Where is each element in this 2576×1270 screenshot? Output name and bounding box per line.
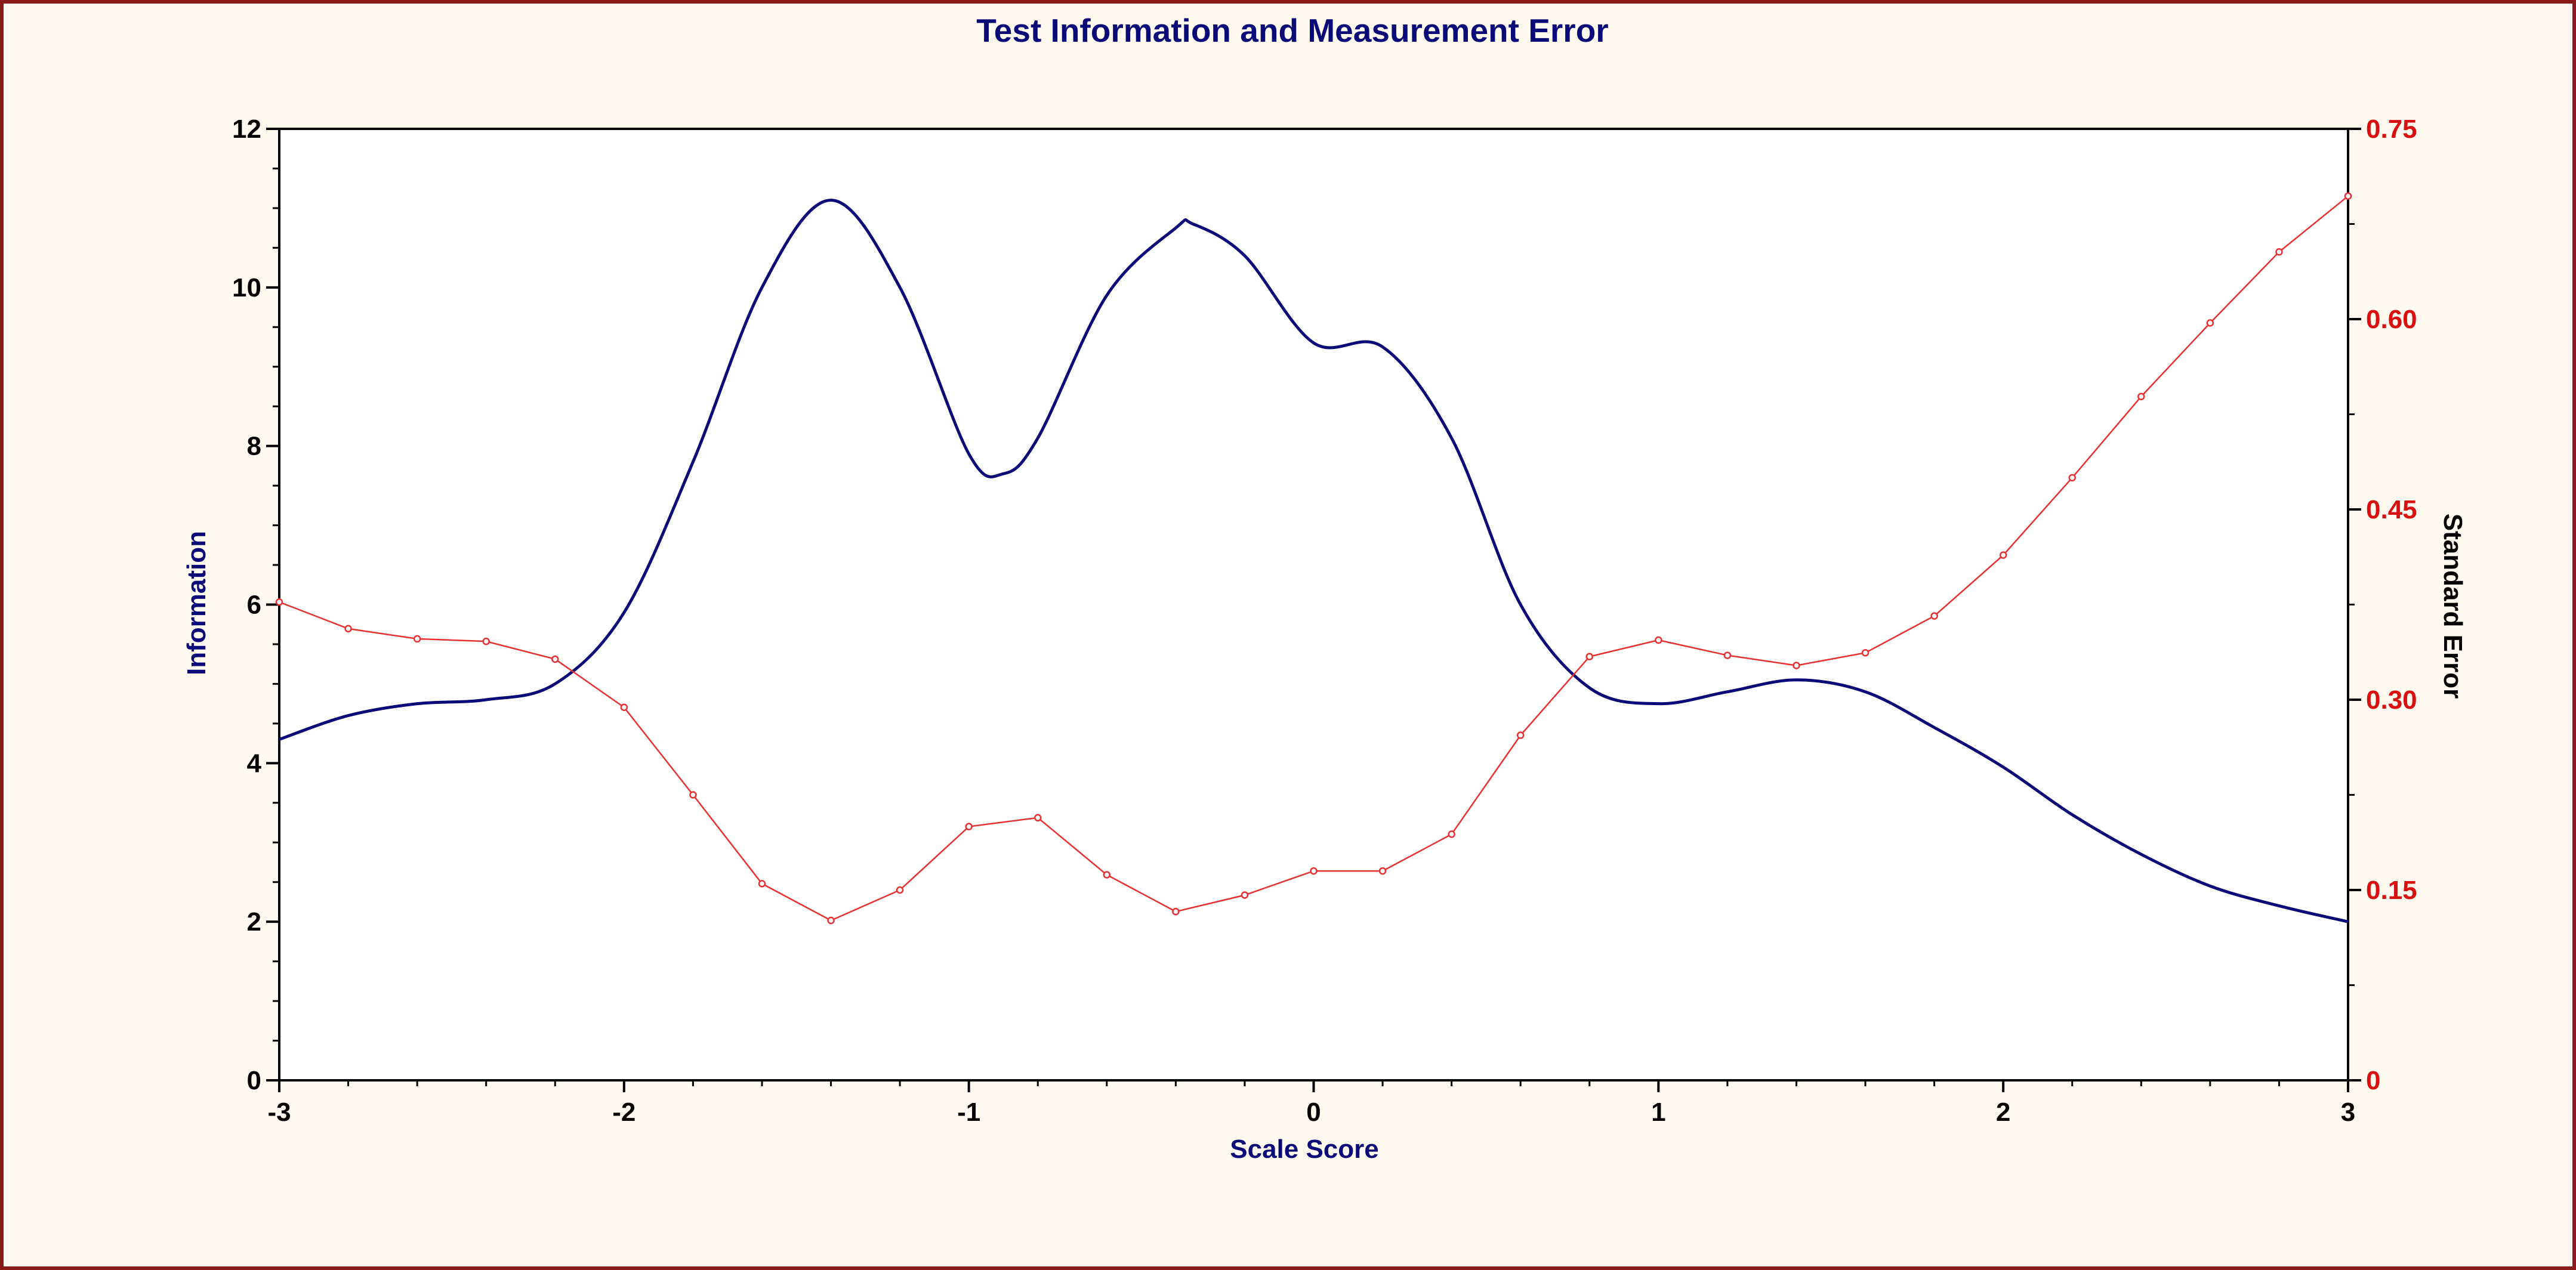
x-axis-label: Scale Score: [1230, 1135, 1379, 1164]
standard-error-point: [1655, 636, 1662, 644]
standard-error-point: [620, 703, 628, 712]
standard-error-point: [1034, 814, 1042, 822]
y-axis-left-label: Information: [182, 531, 211, 675]
y-right-tick-label: 0.15: [2366, 876, 2417, 905]
standard-error-point: [1585, 653, 1594, 660]
standard-error-point: [2068, 474, 2076, 482]
y-right-tick-label: 0.30: [2366, 685, 2417, 715]
x-tick-label: -2: [612, 1098, 635, 1127]
y-right-tick-label: 0.75: [2366, 115, 2417, 144]
y-axis-right-label: Standard Error: [2438, 514, 2467, 699]
y-left-tick-label: 6: [247, 591, 261, 620]
standard-error-point: [2206, 319, 2214, 327]
standard-error-point: [896, 886, 904, 894]
standard-error-point: [551, 655, 559, 663]
standard-error-point: [1793, 662, 1800, 669]
y-right-tick-label: 0.45: [2366, 495, 2417, 524]
standard-error-point: [1999, 551, 2007, 559]
standard-error-point: [1930, 612, 1938, 620]
standard-error-point: [1448, 830, 1455, 838]
standard-error-point: [758, 880, 766, 888]
standard-error-point: [1172, 907, 1180, 916]
standard-error-point: [1103, 871, 1111, 879]
standard-error-point: [2344, 192, 2352, 200]
standard-error-point: [413, 635, 421, 643]
standard-error-point: [689, 791, 697, 799]
y-left-tick-label: 4: [247, 749, 262, 778]
standard-error-point: [1861, 649, 1869, 657]
chart-title: Test Information and Measurement Error: [976, 12, 1608, 49]
standard-error-point: [1310, 867, 1318, 875]
x-tick-label: -1: [957, 1098, 980, 1127]
standard-error-point: [1516, 731, 1525, 739]
standard-error-point: [1241, 891, 1249, 899]
standard-error-point: [2275, 248, 2283, 256]
chart-canvas: Test Information and Measurement Error S…: [182, 12, 2467, 1164]
standard-error-point: [344, 625, 352, 633]
y-left-tick-label: 10: [232, 273, 261, 302]
x-tick-label: -3: [267, 1098, 291, 1127]
information-curve: [279, 199, 2349, 923]
series-layer: [275, 192, 2352, 925]
y-right-tick-label: 0: [2366, 1066, 2380, 1095]
plot-area: [278, 128, 2349, 1081]
x-tick-label: 1: [1651, 1098, 1665, 1127]
standard-error-point: [1378, 867, 1387, 875]
y-right-tick-label: 0.60: [2366, 305, 2417, 334]
standard-error-point: [827, 916, 835, 925]
y-left-tick-label: 12: [232, 115, 261, 144]
y-left-tick-label: 0: [247, 1066, 261, 1095]
standard-error-point: [965, 823, 973, 830]
x-tick-label: 0: [1306, 1098, 1321, 1127]
standard-error-point: [482, 637, 490, 645]
y-left-tick-label: 8: [247, 432, 261, 461]
standard-error-point: [275, 598, 283, 606]
standard-error-point: [1723, 651, 1732, 659]
standard-error-point: [2137, 393, 2145, 400]
x-tick-label: 2: [1996, 1098, 2010, 1127]
y-left-tick-label: 2: [247, 907, 261, 937]
x-tick-label: 3: [2341, 1098, 2355, 1127]
